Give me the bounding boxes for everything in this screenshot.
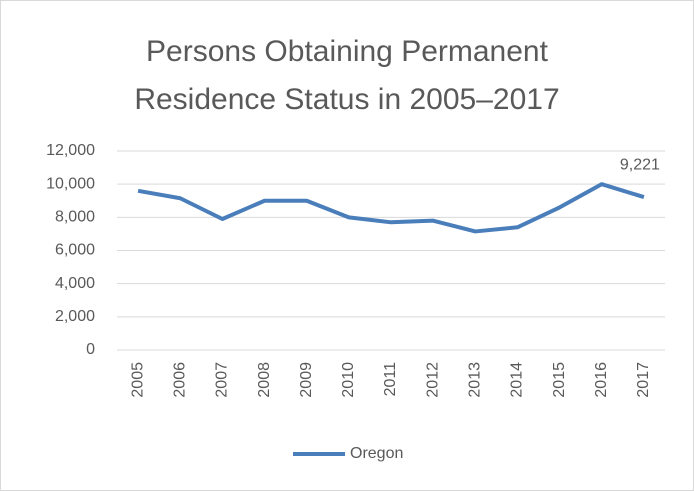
y-tick-label: 0	[86, 341, 95, 358]
y-tick-label: 2,000	[55, 308, 95, 325]
x-tick-label: 2015	[551, 362, 568, 398]
x-tick-label: 2006	[171, 362, 188, 398]
chart-title: Persons Obtaining Permanent Residence St…	[134, 35, 560, 116]
x-tick-label: 2013	[467, 362, 484, 398]
y-tick-label: 10,000	[46, 175, 95, 192]
y-tick-label: 4,000	[55, 275, 95, 292]
y-tick-label: 6,000	[55, 242, 95, 259]
x-tick-label: 2007	[214, 362, 231, 398]
y-tick-label: 12,000	[46, 142, 95, 159]
series-line	[137, 182, 645, 234]
x-tick-label: 2016	[593, 362, 610, 398]
x-tick-label: 2017	[635, 362, 652, 398]
data-label: 9,221	[620, 156, 660, 173]
legend-label: Oregon	[350, 445, 403, 462]
x-tick-label: 2011	[382, 362, 399, 397]
x-tick-label: 2009	[298, 362, 315, 398]
x-tick-label: 2008	[256, 362, 273, 398]
x-tick-label: 2010	[340, 362, 357, 398]
x-tick-label: 2014	[509, 362, 526, 398]
x-tick-label: 2012	[424, 362, 441, 398]
x-tick-label: 2005	[129, 362, 146, 398]
y-tick-label: 8,000	[55, 209, 95, 226]
